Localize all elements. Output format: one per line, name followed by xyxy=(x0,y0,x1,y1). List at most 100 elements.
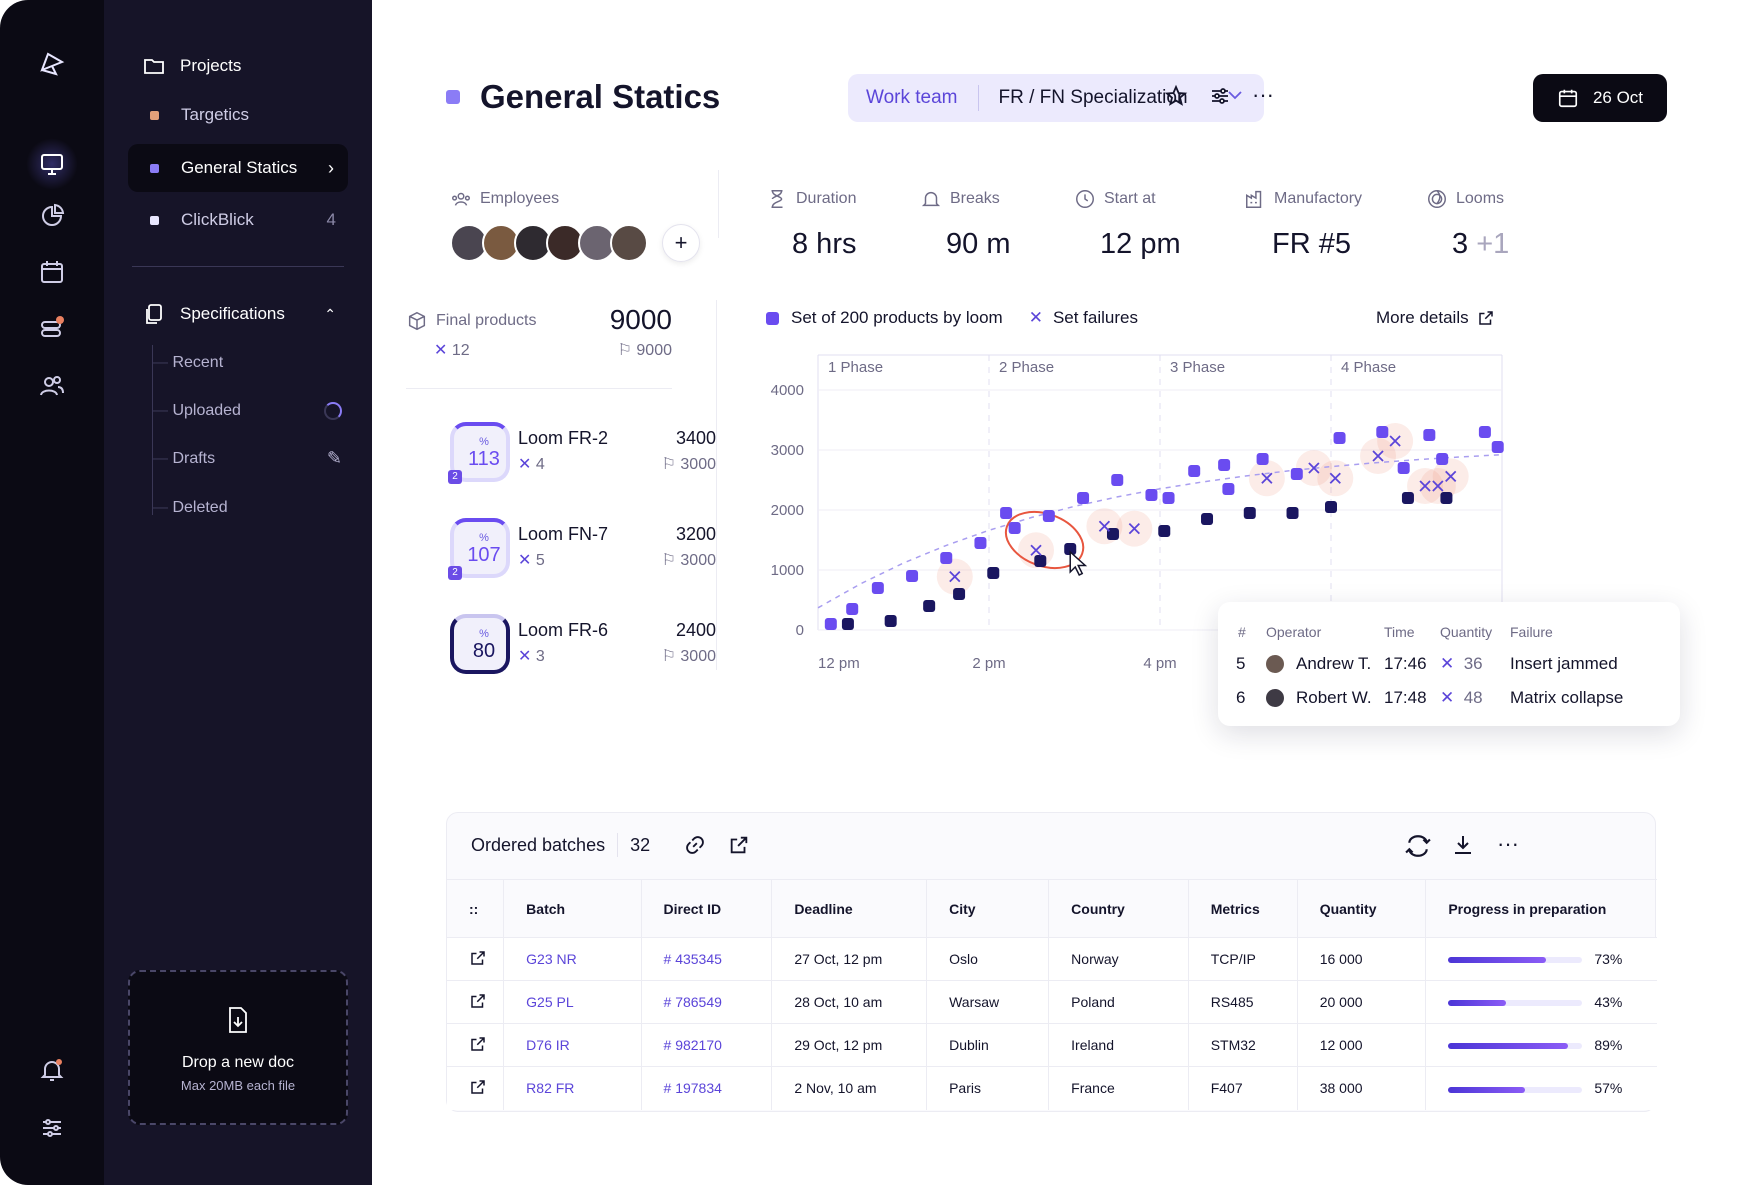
column-header[interactable]: Direct ID xyxy=(641,879,773,938)
progress-bar xyxy=(1448,1086,1583,1093)
avatar[interactable] xyxy=(578,224,616,262)
sidebar-item-clickblick[interactable]: ClickBlick 4 xyxy=(128,196,348,244)
open-row-icon[interactable] xyxy=(447,980,505,1024)
more-options-icon[interactable]: ··· xyxy=(1497,831,1519,856)
table-row[interactable]: G23 NR # 435345 27 Oct, 12 pm Oslo Norway TCP… xyxy=(447,937,1657,981)
failure-marker xyxy=(1329,472,1341,484)
direct-id-link[interactable]: # 435345 xyxy=(641,937,773,981)
users-icon[interactable] xyxy=(32,366,72,406)
quantity-cell: 16 000 xyxy=(1297,937,1427,981)
link-icon[interactable] xyxy=(684,834,706,856)
project-dot xyxy=(150,163,159,173)
column-header[interactable]: Deadline xyxy=(771,879,928,938)
add-employee-button[interactable]: + xyxy=(662,224,700,262)
filter-sliders-icon[interactable] xyxy=(1208,84,1236,112)
employees-stat: Employees + xyxy=(450,188,700,262)
direct-id-link[interactable]: # 786549 xyxy=(641,980,773,1024)
projects-header[interactable]: Projects xyxy=(128,42,241,90)
more-details-link[interactable]: More details xyxy=(1376,308,1495,328)
loom-item[interactable]: % 113 2 Loom FR-2 3400 ✕ 4 ⚐ 3000 xyxy=(448,422,750,486)
column-header[interactable]: :: xyxy=(447,879,505,938)
column-header[interactable]: City xyxy=(926,879,1050,938)
table-row[interactable]: R82 FR # 197834 2 Nov, 10 am Paris France F40… xyxy=(447,1066,1657,1110)
loom-item[interactable]: % 80 Loom FR-6 2400 ✕ 3 ⚐ 3000 xyxy=(450,614,750,678)
spec-item-deleted[interactable]: — Deleted xyxy=(152,499,228,516)
tooltip-failure: Insert jammed xyxy=(1510,654,1618,673)
drop-zone[interactable]: Drop a new doc Max 20MB each file xyxy=(128,970,348,1125)
pie-chart-icon[interactable] xyxy=(32,196,72,236)
spec-item-uploaded[interactable]: — Uploaded xyxy=(152,402,342,420)
spiral-icon xyxy=(1428,190,1446,208)
calendar-icon[interactable] xyxy=(32,252,72,292)
progress-cell: 43% xyxy=(1425,980,1657,1024)
percent-symbol: % xyxy=(479,628,489,640)
failure-marker xyxy=(1030,544,1042,556)
avatar-group[interactable]: + xyxy=(450,224,700,262)
avatar[interactable] xyxy=(514,224,552,262)
refresh-icon[interactable] xyxy=(1405,833,1431,859)
direct-id-link[interactable]: # 197834 xyxy=(641,1066,773,1110)
failure-x-icon: ✕ xyxy=(1028,308,1043,327)
drop-title: Drop a new doc xyxy=(181,1054,295,1071)
data-point xyxy=(1290,468,1303,480)
logo-icon[interactable] xyxy=(32,44,72,84)
external-link-icon[interactable] xyxy=(728,834,750,856)
loom-name: Loom FN-7 xyxy=(518,524,609,544)
batch-link[interactable]: R82 FR xyxy=(503,1066,642,1110)
batch-link[interactable]: D76 IR xyxy=(503,1023,642,1067)
tooltip-header: Operator xyxy=(1266,624,1322,640)
column-header[interactable]: Batch xyxy=(503,879,642,938)
breaks-label: Breaks xyxy=(950,190,1000,207)
open-row-icon[interactable] xyxy=(447,1066,505,1110)
direct-id-link[interactable]: # 982170 xyxy=(641,1023,773,1067)
star-icon[interactable] xyxy=(1164,84,1192,112)
more-options-icon[interactable]: ··· xyxy=(1252,82,1274,107)
segment-specialization[interactable]: FR / FN Specialization xyxy=(998,87,1188,108)
y-tick-label: 4000 xyxy=(771,382,804,399)
date-button[interactable]: 26 Oct xyxy=(1533,74,1667,122)
drop-subtitle: Max 20MB each file xyxy=(180,1078,296,1093)
settings-sliders-icon[interactable] xyxy=(32,1108,72,1148)
table-header-row: :: Batch Direct ID Deadline City Country Metri… xyxy=(447,879,1657,938)
bell-icon[interactable] xyxy=(32,1050,72,1090)
loom-item[interactable]: % 107 2 Loom FN-7 3200 ✕ 5 ⚐ 3000 xyxy=(448,518,750,582)
batches-table: :: Batch Direct ID Deadline City Country Metri… xyxy=(447,879,1657,1110)
deadline-cell: 27 Oct, 12 pm xyxy=(771,937,928,981)
progress-bar xyxy=(1448,1043,1583,1050)
data-point xyxy=(1256,453,1269,465)
sidebar-item-general-statics[interactable]: General Statics › xyxy=(128,144,348,192)
final-failures: ✕ 12 xyxy=(434,342,470,359)
column-header[interactable]: Progress in preparation xyxy=(1425,879,1657,938)
batch-link[interactable]: G25 PL xyxy=(503,980,642,1024)
breaks-stat: Breaks 90 m xyxy=(920,188,1010,261)
download-icon[interactable] xyxy=(1451,833,1475,857)
column-header[interactable]: Metrics xyxy=(1188,879,1298,938)
monitor-icon[interactable] xyxy=(26,138,78,190)
data-point xyxy=(1440,492,1453,504)
table-row[interactable]: D76 IR # 982170 29 Oct, 12 pm Dublin Ireland… xyxy=(447,1023,1657,1067)
open-row-icon[interactable] xyxy=(447,937,505,981)
database-alert-icon[interactable] xyxy=(32,308,72,348)
avatar[interactable] xyxy=(610,224,648,262)
open-row-icon[interactable] xyxy=(447,1023,505,1067)
team-selector[interactable]: Work team FR / FN Specialization xyxy=(848,74,1264,122)
progress-cell: 57% xyxy=(1425,1066,1657,1110)
failure-marker xyxy=(1445,470,1457,483)
column-header[interactable]: Country xyxy=(1048,879,1189,938)
sidebar-item-label: Targetics xyxy=(181,105,250,124)
data-point xyxy=(953,588,966,600)
y-tick-label: 2000 xyxy=(771,502,804,519)
item-count: 4 xyxy=(326,210,336,229)
column-header[interactable]: Quantity xyxy=(1297,879,1427,938)
batch-link[interactable]: G23 NR xyxy=(503,937,642,981)
spec-item-recent[interactable]: — Recent xyxy=(152,354,224,371)
segment-work-team[interactable]: Work team xyxy=(866,87,958,108)
table-row[interactable]: G25 PL # 786549 28 Oct, 10 am Warsaw Poland R… xyxy=(447,980,1657,1024)
chevron-down-icon[interactable] xyxy=(1226,86,1244,110)
spec-item-drafts[interactable]: — Drafts ✎ xyxy=(152,448,342,468)
failure-marker xyxy=(949,570,961,583)
loom-target: ⚐ 3000 xyxy=(661,456,716,473)
specifications-header[interactable]: Specifications ⌃ xyxy=(128,290,348,338)
sidebar-item-targetics[interactable]: Targetics xyxy=(128,91,249,139)
avatar[interactable] xyxy=(482,224,520,262)
